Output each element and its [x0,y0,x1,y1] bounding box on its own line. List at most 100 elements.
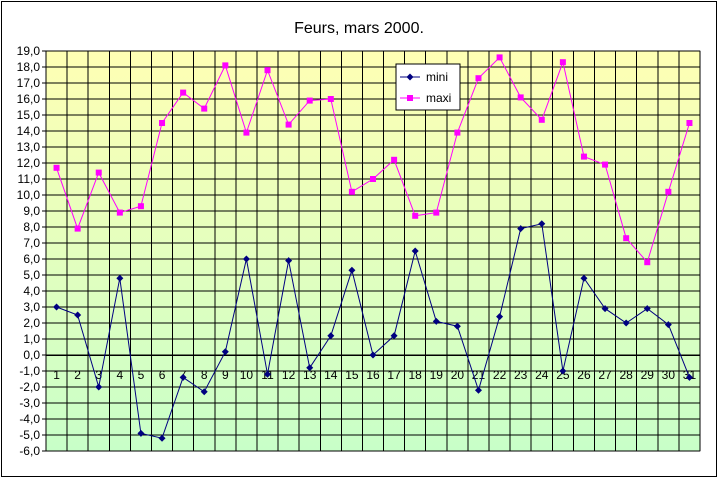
data-point-maxi [475,75,482,82]
x-tick-label: 14 [324,368,338,382]
chart-title: Feurs, mars 2000. [294,20,424,37]
data-point-mini [643,305,651,313]
data-point-mini [221,348,229,356]
data-point-mini [116,274,124,282]
data-point-maxi [454,129,461,136]
data-point-mini [179,373,187,381]
y-tick-label: 16,0 [17,92,41,106]
data-point-maxi [327,96,334,102]
data-point-maxi [602,161,609,168]
y-tick-label: 4,0 [23,284,40,298]
data-point-maxi [412,212,419,219]
data-point-mini [496,313,504,321]
y-tick-label: 2,0 [23,316,40,330]
y-tick-label: -4,0 [19,412,40,426]
data-point-maxi [496,54,503,61]
data-point-maxi [665,188,672,195]
data-point-mini [538,220,546,228]
data-point-maxi [243,129,250,136]
y-tick-label: 14,0 [17,124,41,138]
data-point-mini [685,373,693,381]
series-layer [53,54,693,442]
data-point-maxi [433,209,440,216]
data-point-maxi [686,120,693,126]
x-tick-label: 6 [159,368,166,382]
y-tick-label: 13,0 [17,140,41,154]
x-tick-label: 9 [222,368,229,382]
y-tick-label: 19,0 [17,44,41,58]
data-point-maxi [580,153,587,160]
x-tick-label: 28 [619,368,633,382]
data-point-mini [622,319,630,327]
legend-marker-mini [406,73,414,81]
x-tick-label: 2 [74,368,81,382]
data-point-mini [369,351,377,359]
data-point-maxi [370,176,376,182]
legend-label-maxi: maxi [426,91,451,105]
data-point-mini [453,322,461,330]
x-tick-label: 27 [598,368,612,382]
x-tick-label: 8 [201,368,208,382]
y-tick-label: -5,0 [19,428,40,442]
data-point-mini [95,383,103,391]
x-tick-label: 1 [53,368,60,382]
y-tick-label: 8,0 [23,220,40,234]
x-tick-label: 29 [641,368,655,382]
y-tick-label: 5,0 [23,268,40,282]
x-tick-label: 3 [95,368,102,382]
y-tick-label: 17,0 [17,76,41,90]
data-point-maxi [53,164,60,171]
data-point-mini [158,434,166,442]
x-tick-label: 24 [535,368,549,382]
legend-label-mini: mini [426,70,448,84]
x-tick-label: 15 [345,368,359,382]
data-point-mini [559,367,567,375]
data-point-maxi [222,62,229,69]
x-tick-label: 26 [577,368,591,382]
data-point-mini [390,332,398,340]
x-tick-label: 20 [451,368,465,382]
legend-marker-maxi [407,95,413,101]
data-point-maxi [180,89,187,96]
y-tick-label: 10,0 [17,188,41,202]
data-point-maxi [264,67,271,74]
data-point-mini [411,247,419,255]
x-tick-label: 23 [514,368,528,382]
x-tick-label: 4 [116,368,123,382]
y-tick-label: -1,0 [19,364,40,378]
y-tick-label: -3,0 [19,396,40,410]
series-mini [53,220,693,442]
plot-area [45,50,701,452]
data-point-maxi [559,59,566,66]
x-tick-label: 25 [556,368,570,382]
y-tick-label: 15,0 [17,108,41,122]
data-point-maxi [159,120,166,126]
y-tick-label: 3,0 [23,300,40,314]
x-tick-label: 22 [493,368,507,382]
data-point-maxi [391,156,398,163]
data-point-mini [285,257,293,265]
x-tick-label: 17 [387,368,401,382]
series-maxi [53,54,693,266]
data-point-mini [580,274,588,282]
data-point-mini [432,317,440,325]
y-tick-label: 6,0 [23,252,40,266]
data-point-mini [242,255,250,263]
legend: mini maxi [395,63,461,111]
y-tick-label: 12,0 [17,156,41,170]
x-tick-label: 12 [282,368,296,382]
axes: 19,0 1 8,0 17,0 16,0 15,0 14,0 13,0 12,0 11,0 10,0… [17,44,700,458]
data-point-mini [306,364,314,372]
y-tick-label: -6,0 [19,444,40,458]
data-point-maxi [644,259,651,266]
y-tick-label: 1,0 [23,332,40,346]
data-point-mini [517,225,525,233]
data-point-maxi [201,105,208,112]
x-tick-label: 10 [240,368,254,382]
gridlines [45,50,701,452]
data-point-mini [264,370,272,378]
data-point-mini [474,386,482,394]
data-point-maxi [95,169,102,176]
y-tick-label: 11,0 [18,172,41,186]
legend-box [395,63,461,111]
